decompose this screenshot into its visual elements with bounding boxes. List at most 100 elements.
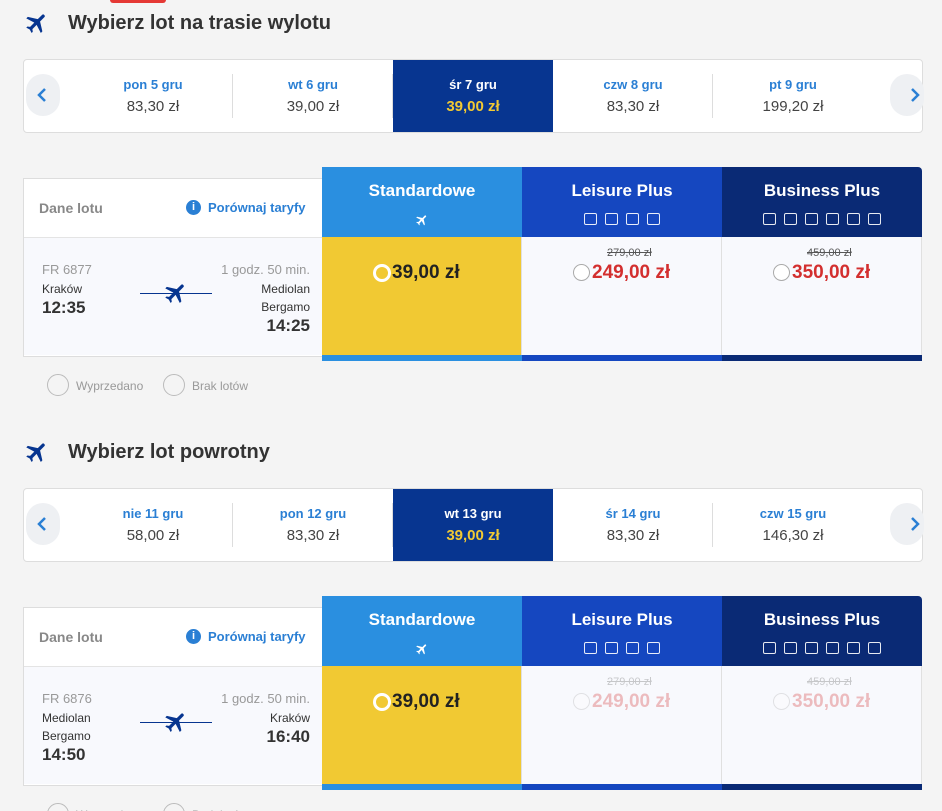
section-title: Wybierz lot na trasie wylotu (68, 12, 332, 34)
fare-name: Standardowe (368, 181, 476, 200)
date-day: śr 7 gru (449, 77, 497, 92)
duration: 1 godz. 50 min. (221, 691, 310, 706)
next-arrow[interactable] (890, 503, 924, 545)
date-selected (393, 60, 553, 132)
fare-price: 249,00 zł (592, 691, 671, 712)
legend-label: Wyprzedano (76, 808, 143, 811)
date-item[interactable] (233, 489, 393, 561)
fare-name: Business Plus (763, 181, 881, 200)
date-price: 39,00 zł (286, 98, 340, 115)
fare-cell[interactable] (722, 666, 922, 784)
info-icon: i (186, 629, 201, 644)
fare-cell[interactable] (322, 237, 522, 355)
fare-header (722, 167, 922, 237)
fare-price: 249,00 zł (592, 262, 671, 283)
card-header-line (24, 237, 323, 238)
fare-icons (522, 213, 722, 227)
fare-header (322, 596, 522, 666)
details-label: Dane lotu (39, 629, 103, 645)
route-plane (163, 709, 189, 740)
from-airport: Mediolan Bergamo (42, 711, 91, 743)
old-price: 459,00 zł (807, 247, 852, 259)
flight-number: FR 6877 (42, 262, 92, 277)
fare-radio[interactable] (773, 264, 790, 281)
to-airport: Kraków (269, 711, 310, 725)
date-item[interactable] (553, 489, 713, 561)
fare-cell[interactable] (522, 237, 722, 355)
legend-label: Wyprzedano (76, 379, 144, 393)
fare-price: 39,00 zł (392, 691, 460, 712)
divider (712, 74, 713, 118)
fare-bar (322, 355, 522, 361)
date-item[interactable] (393, 60, 553, 132)
legend-label: Brak lotów (192, 808, 248, 811)
date-selected (393, 489, 553, 561)
fare-radio[interactable] (373, 264, 391, 282)
flight-number: FR 6876 (42, 691, 92, 706)
date-day: czw 8 gru (603, 77, 663, 92)
date-item[interactable] (393, 489, 553, 561)
details-label: Dane lotu (39, 200, 103, 216)
date-price: 83,30 zł (606, 98, 660, 115)
depart-time: 14:50 (42, 745, 86, 764)
legend-label: Brak lotów (192, 379, 249, 393)
card-header-line (24, 666, 323, 667)
compare-link[interactable]: Porównaj taryfy (208, 200, 306, 215)
info-icon: i (186, 200, 201, 215)
fare-cell[interactable] (522, 666, 722, 784)
date-day: wt 13 gru (444, 506, 502, 521)
old-price: 459,00 zł (807, 676, 852, 688)
legend-icon (47, 803, 69, 811)
divider (232, 74, 233, 118)
fare-price: 350,00 zł (792, 262, 871, 283)
date-price: 39,00 zł (446, 98, 500, 115)
date-item[interactable] (73, 489, 233, 561)
arrive-time: 14:25 (266, 316, 310, 335)
prev-arrow[interactable] (26, 74, 60, 116)
date-price: 58,00 zł (126, 527, 180, 544)
fare-name: Leisure Plus (571, 610, 673, 629)
section-title: Wybierz lot powrotny (68, 441, 270, 463)
route-plane (163, 280, 189, 311)
to-airport: Mediolan Bergamo (261, 282, 310, 314)
date-day: pon 5 gru (123, 77, 183, 92)
next-arrow[interactable] (890, 74, 924, 116)
fare-cell[interactable] (322, 666, 522, 784)
old-price: 279,00 zł (607, 676, 652, 688)
compare-link[interactable]: Porównaj taryfy (208, 629, 306, 644)
fare-radio[interactable] (373, 693, 391, 711)
fare-radio[interactable] (773, 693, 790, 710)
date-price: 83,30 zł (286, 527, 340, 544)
date-price: 146,30 zł (762, 527, 824, 544)
divider (392, 74, 393, 118)
fare-bar (522, 784, 722, 790)
prev-arrow[interactable] (26, 503, 60, 545)
fare-radio[interactable] (573, 264, 590, 281)
date-item[interactable] (713, 489, 873, 561)
fare-cell[interactable] (722, 237, 922, 355)
from-airport: Kraków (42, 282, 83, 296)
legend-icon (163, 374, 185, 396)
fare-price: 350,00 zł (792, 691, 871, 712)
fare-name: Leisure Plus (571, 181, 673, 200)
fare-icons (722, 642, 922, 656)
fare-radio[interactable] (573, 693, 590, 710)
fare-header (522, 167, 722, 237)
section-icon (24, 10, 50, 41)
divider (392, 503, 393, 547)
date-price: 83,30 zł (126, 98, 180, 115)
date-item[interactable] (713, 60, 873, 132)
date-item[interactable] (233, 60, 393, 132)
date-day: wt 6 gru (288, 77, 338, 92)
divider (712, 503, 713, 547)
fare-price: 39,00 zł (392, 262, 460, 283)
legend-icon (47, 374, 69, 396)
fare-icons (322, 642, 522, 658)
date-price: 39,00 zł (446, 527, 500, 544)
date-day: śr 14 gru (605, 506, 661, 521)
date-item[interactable] (553, 60, 713, 132)
fare-bar (722, 355, 922, 361)
date-day: nie 11 gru (122, 506, 184, 521)
date-item[interactable] (73, 60, 233, 132)
